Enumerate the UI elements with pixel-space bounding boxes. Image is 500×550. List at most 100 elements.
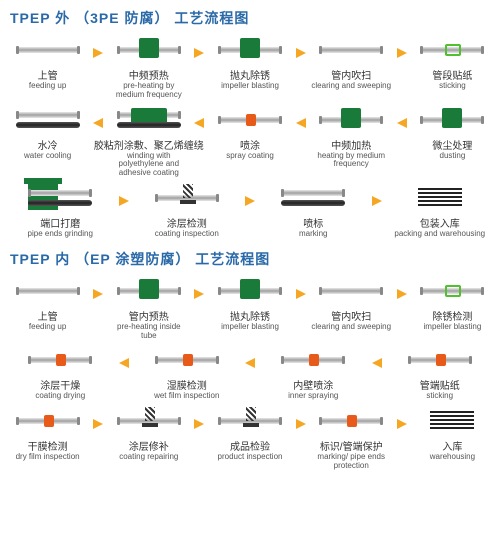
process-row: 水冷water cooling 胶粘剂涂敷、聚乙烯缠绕winding with p… xyxy=(0,102,500,180)
step-label-en: clearing and sweeping xyxy=(310,323,392,332)
process-step: 喷涂spray coating xyxy=(208,104,291,161)
arrow-icon xyxy=(115,182,133,206)
step-label-cn: 管内吹扫 xyxy=(331,67,371,82)
step-label-cn: 包装入库 xyxy=(420,215,460,230)
step-label-cn: 管内吹扫 xyxy=(331,308,371,323)
process-step: 管段贴纸sticking xyxy=(411,34,494,91)
step-label-cn: 除锈检测 xyxy=(432,308,472,323)
step-label-cn: 内壁喷涂 xyxy=(293,377,333,392)
step-label-en: feeding up xyxy=(28,323,67,332)
arrow-icon xyxy=(190,275,208,299)
step-label-cn: 管端贴纸 xyxy=(420,377,460,392)
step-label-en: coating drying xyxy=(34,392,86,401)
arrow-icon xyxy=(393,104,411,128)
step-label-en: pre-heating inside tube xyxy=(107,323,190,341)
step-label-en: dry film inspection xyxy=(15,453,81,462)
step-label-en: product inspection xyxy=(217,453,284,462)
step-label-cn: 喷涂 xyxy=(240,137,260,152)
process-step: 内壁喷涂inner spraying xyxy=(259,344,368,401)
step-label-en: spray coating xyxy=(225,152,275,161)
process-step: 胶粘剂涂敷、聚乙烯缠绕winding with polyethylene and… xyxy=(107,104,190,178)
step-label-cn: 喷标 xyxy=(303,215,323,230)
arrow-icon xyxy=(368,182,386,206)
arrow-icon xyxy=(190,34,208,58)
step-label-cn: 中频加热 xyxy=(331,137,371,152)
step-label-en: packing and warehousing xyxy=(393,230,486,239)
process-row: 干膜检测dry film inspection 涂层修补coating repai… xyxy=(0,403,500,473)
process-step: 管内吹扫clearing and sweeping xyxy=(310,275,393,332)
arrow-icon xyxy=(241,182,259,206)
step-label-cn: 涂层修补 xyxy=(129,438,169,453)
step-label-cn: 管内预热 xyxy=(129,308,169,323)
step-label-en: heating by medium frequency xyxy=(310,152,393,170)
process-step: 包装入库packing and warehousing xyxy=(386,182,495,239)
step-label-cn: 涂层干燥 xyxy=(40,377,80,392)
process-step: 涂层干燥coating drying xyxy=(6,344,115,401)
process-step: 端口打磨pipe ends grinding xyxy=(6,182,115,239)
arrow-icon xyxy=(190,104,208,128)
step-label-cn: 标识/管端保护 xyxy=(320,438,383,453)
arrow-icon xyxy=(368,344,386,368)
process-step: 除锈检测impeller blasting xyxy=(411,275,494,332)
arrow-icon xyxy=(89,104,107,128)
arrow-icon xyxy=(393,405,411,429)
step-label-cn: 干膜检测 xyxy=(28,438,68,453)
step-label-cn: 水冷 xyxy=(38,137,58,152)
step-label-en: impeller blasting xyxy=(220,82,280,91)
step-label-en: warehousing xyxy=(429,453,476,462)
arrow-icon xyxy=(89,405,107,429)
section-title: TPEP 内 （EP 涂塑防腐） 工艺流程图 xyxy=(0,241,500,273)
step-label-en: marking xyxy=(298,230,328,239)
process-step: 管内吹扫clearing and sweeping xyxy=(310,34,393,91)
process-step: 干膜检测dry film inspection xyxy=(6,405,89,462)
step-label-en: coating repairing xyxy=(118,453,179,462)
step-label-cn: 涂层检测 xyxy=(167,215,207,230)
step-label-en: water cooling xyxy=(23,152,72,161)
process-step: 管内预热pre-heating inside tube xyxy=(107,275,190,341)
step-label-en: dusting xyxy=(439,152,467,161)
step-label-en: pre-heating by medium frequency xyxy=(107,82,190,100)
process-step: 涂层检测coating inspection xyxy=(133,182,242,239)
process-row: 上管feeding up 中频预热pre-heating by medium fr… xyxy=(0,32,500,102)
arrow-icon xyxy=(89,275,107,299)
step-label-cn: 抛丸除锈 xyxy=(230,67,270,82)
step-label-en: impeller blasting xyxy=(220,323,280,332)
step-label-en: pipe ends grinding xyxy=(27,230,94,239)
process-row: 端口打磨pipe ends grinding 涂层检测coating inspec… xyxy=(0,180,500,241)
process-step: 微尘处理dusting xyxy=(411,104,494,161)
step-label-en: winding with polyethylene and adhesive c… xyxy=(107,152,190,178)
arrow-icon xyxy=(393,275,411,299)
arrow-icon xyxy=(292,104,310,128)
step-label-en: wet film inspection xyxy=(153,392,220,401)
process-step: 成品检验product inspection xyxy=(208,405,291,462)
arrow-icon xyxy=(241,344,259,368)
arrow-icon xyxy=(292,275,310,299)
process-diagram: TPEP 外 （3PE 防腐） 工艺流程图上管feeding up中频预热pre… xyxy=(0,0,500,473)
step-label-cn: 上管 xyxy=(38,308,58,323)
process-step: 抛丸除锈impeller blasting xyxy=(208,275,291,332)
process-row: 上管feeding up 管内预热pre-heating inside tube 抛… xyxy=(0,273,500,343)
process-step: 标识/管端保护marking/ pipe ends protection xyxy=(310,405,393,471)
step-label-cn: 湿膜检测 xyxy=(167,377,207,392)
arrow-icon xyxy=(292,405,310,429)
process-step: 中频预热pre-heating by medium frequency xyxy=(107,34,190,100)
step-label-en: inner spraying xyxy=(287,392,339,401)
arrow-icon xyxy=(393,34,411,58)
process-step: 湿膜检测wet film inspection xyxy=(133,344,242,401)
arrow-icon xyxy=(115,344,133,368)
process-step: 抛丸除锈impeller blasting xyxy=(208,34,291,91)
step-label-cn: 微尘处理 xyxy=(432,137,472,152)
arrow-icon xyxy=(89,34,107,58)
step-label-cn: 端口打磨 xyxy=(40,215,80,230)
step-label-en: clearing and sweeping xyxy=(310,82,392,91)
step-label-en: sticking xyxy=(425,392,454,401)
process-step: 喷标marking xyxy=(259,182,368,239)
step-label-en: feeding up xyxy=(28,82,67,91)
arrow-icon xyxy=(190,405,208,429)
step-label-en: impeller blasting xyxy=(423,323,483,332)
step-label-cn: 上管 xyxy=(38,67,58,82)
process-step: 中频加热heating by medium frequency xyxy=(310,104,393,170)
process-step: 入库warehousing xyxy=(411,405,494,462)
process-step: 水冷water cooling xyxy=(6,104,89,161)
step-label-cn: 抛丸除锈 xyxy=(230,308,270,323)
